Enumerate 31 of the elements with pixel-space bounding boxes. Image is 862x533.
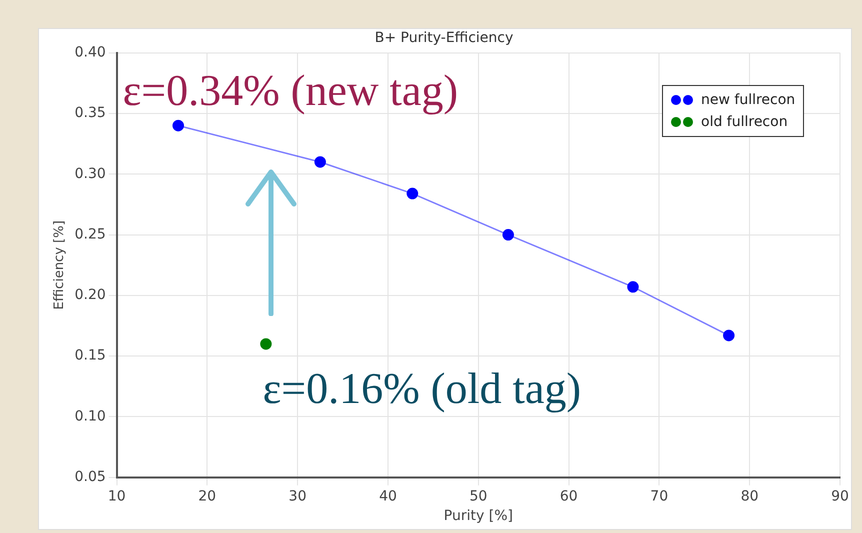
x-tick-label: 20 (198, 488, 216, 504)
y-tick-label: 0.40 (74, 44, 106, 60)
point (627, 281, 639, 293)
y-tick-label: 0.25 (74, 226, 106, 242)
x-tick-label: 80 (740, 488, 759, 504)
x-tick-label: 50 (469, 488, 488, 504)
chart-title: B+ Purity-Efficiency (374, 30, 514, 46)
y-tick-label: 0.30 (74, 166, 106, 182)
y-tick-label: 0.10 (74, 408, 106, 424)
x-tick-label: 70 (650, 488, 668, 504)
point (723, 330, 735, 342)
annotation: ε=0.16% (old tag) (262, 364, 582, 413)
point (260, 338, 272, 350)
y-axis-title: Efficiency [%] (52, 220, 68, 310)
point (172, 120, 184, 132)
y-tick-label: 0.15 (74, 348, 106, 364)
x-tick-label: 90 (831, 488, 849, 504)
x-tick-label: 10 (108, 488, 126, 504)
point (406, 188, 418, 200)
y-tick-label: 0.20 (74, 287, 106, 304)
point (502, 229, 514, 241)
annotation: ε=0.34% (new tag) (122, 66, 458, 115)
legend-label: old fullrecon (701, 114, 788, 130)
legend-label: new fullrecon (701, 92, 796, 108)
x-tick-label: 40 (379, 488, 397, 504)
y-tick-label: 0.05 (74, 469, 106, 486)
point (314, 156, 326, 168)
y-tick-label: 0.35 (74, 105, 106, 122)
x-axis-title: Purity [%] (444, 508, 513, 524)
x-tick-label: 60 (560, 488, 578, 504)
x-tick-label: 30 (288, 488, 306, 504)
